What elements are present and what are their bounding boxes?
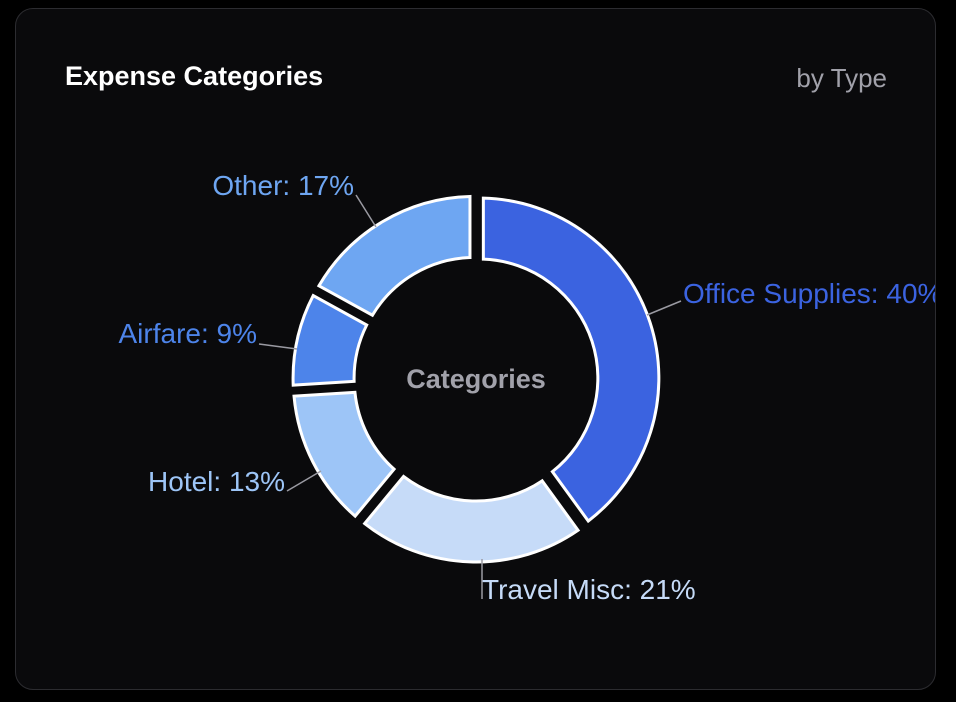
slice-other[interactable] — [316, 194, 472, 318]
card-title: Expense Categories — [65, 61, 324, 91]
center-label: Categories — [406, 364, 546, 394]
slice-office-supplies[interactable] — [481, 196, 661, 524]
slice-label: Airfare: 9% — [119, 318, 258, 349]
slice-airfare[interactable] — [291, 293, 369, 387]
leader-line — [646, 300, 682, 316]
slice-travel-misc[interactable] — [362, 474, 581, 564]
slice-label: Other: 17% — [212, 170, 354, 201]
slice-label: Hotel: 13% — [148, 466, 285, 497]
card-subtitle: by Type — [796, 63, 887, 93]
leader-line — [258, 343, 298, 350]
slice-label: Travel Misc: 21% — [482, 574, 696, 605]
expense-categories-card: Expense Categories by Type Office Suppli… — [15, 8, 936, 690]
leader-line — [286, 470, 322, 492]
donut-chart: Office Supplies: 40% Travel Misc: 21% Hote… — [119, 170, 936, 605]
slice-hotel[interactable] — [292, 390, 397, 519]
slice-label: Office Supplies: 40% — [683, 278, 936, 309]
leader-line — [355, 194, 377, 228]
